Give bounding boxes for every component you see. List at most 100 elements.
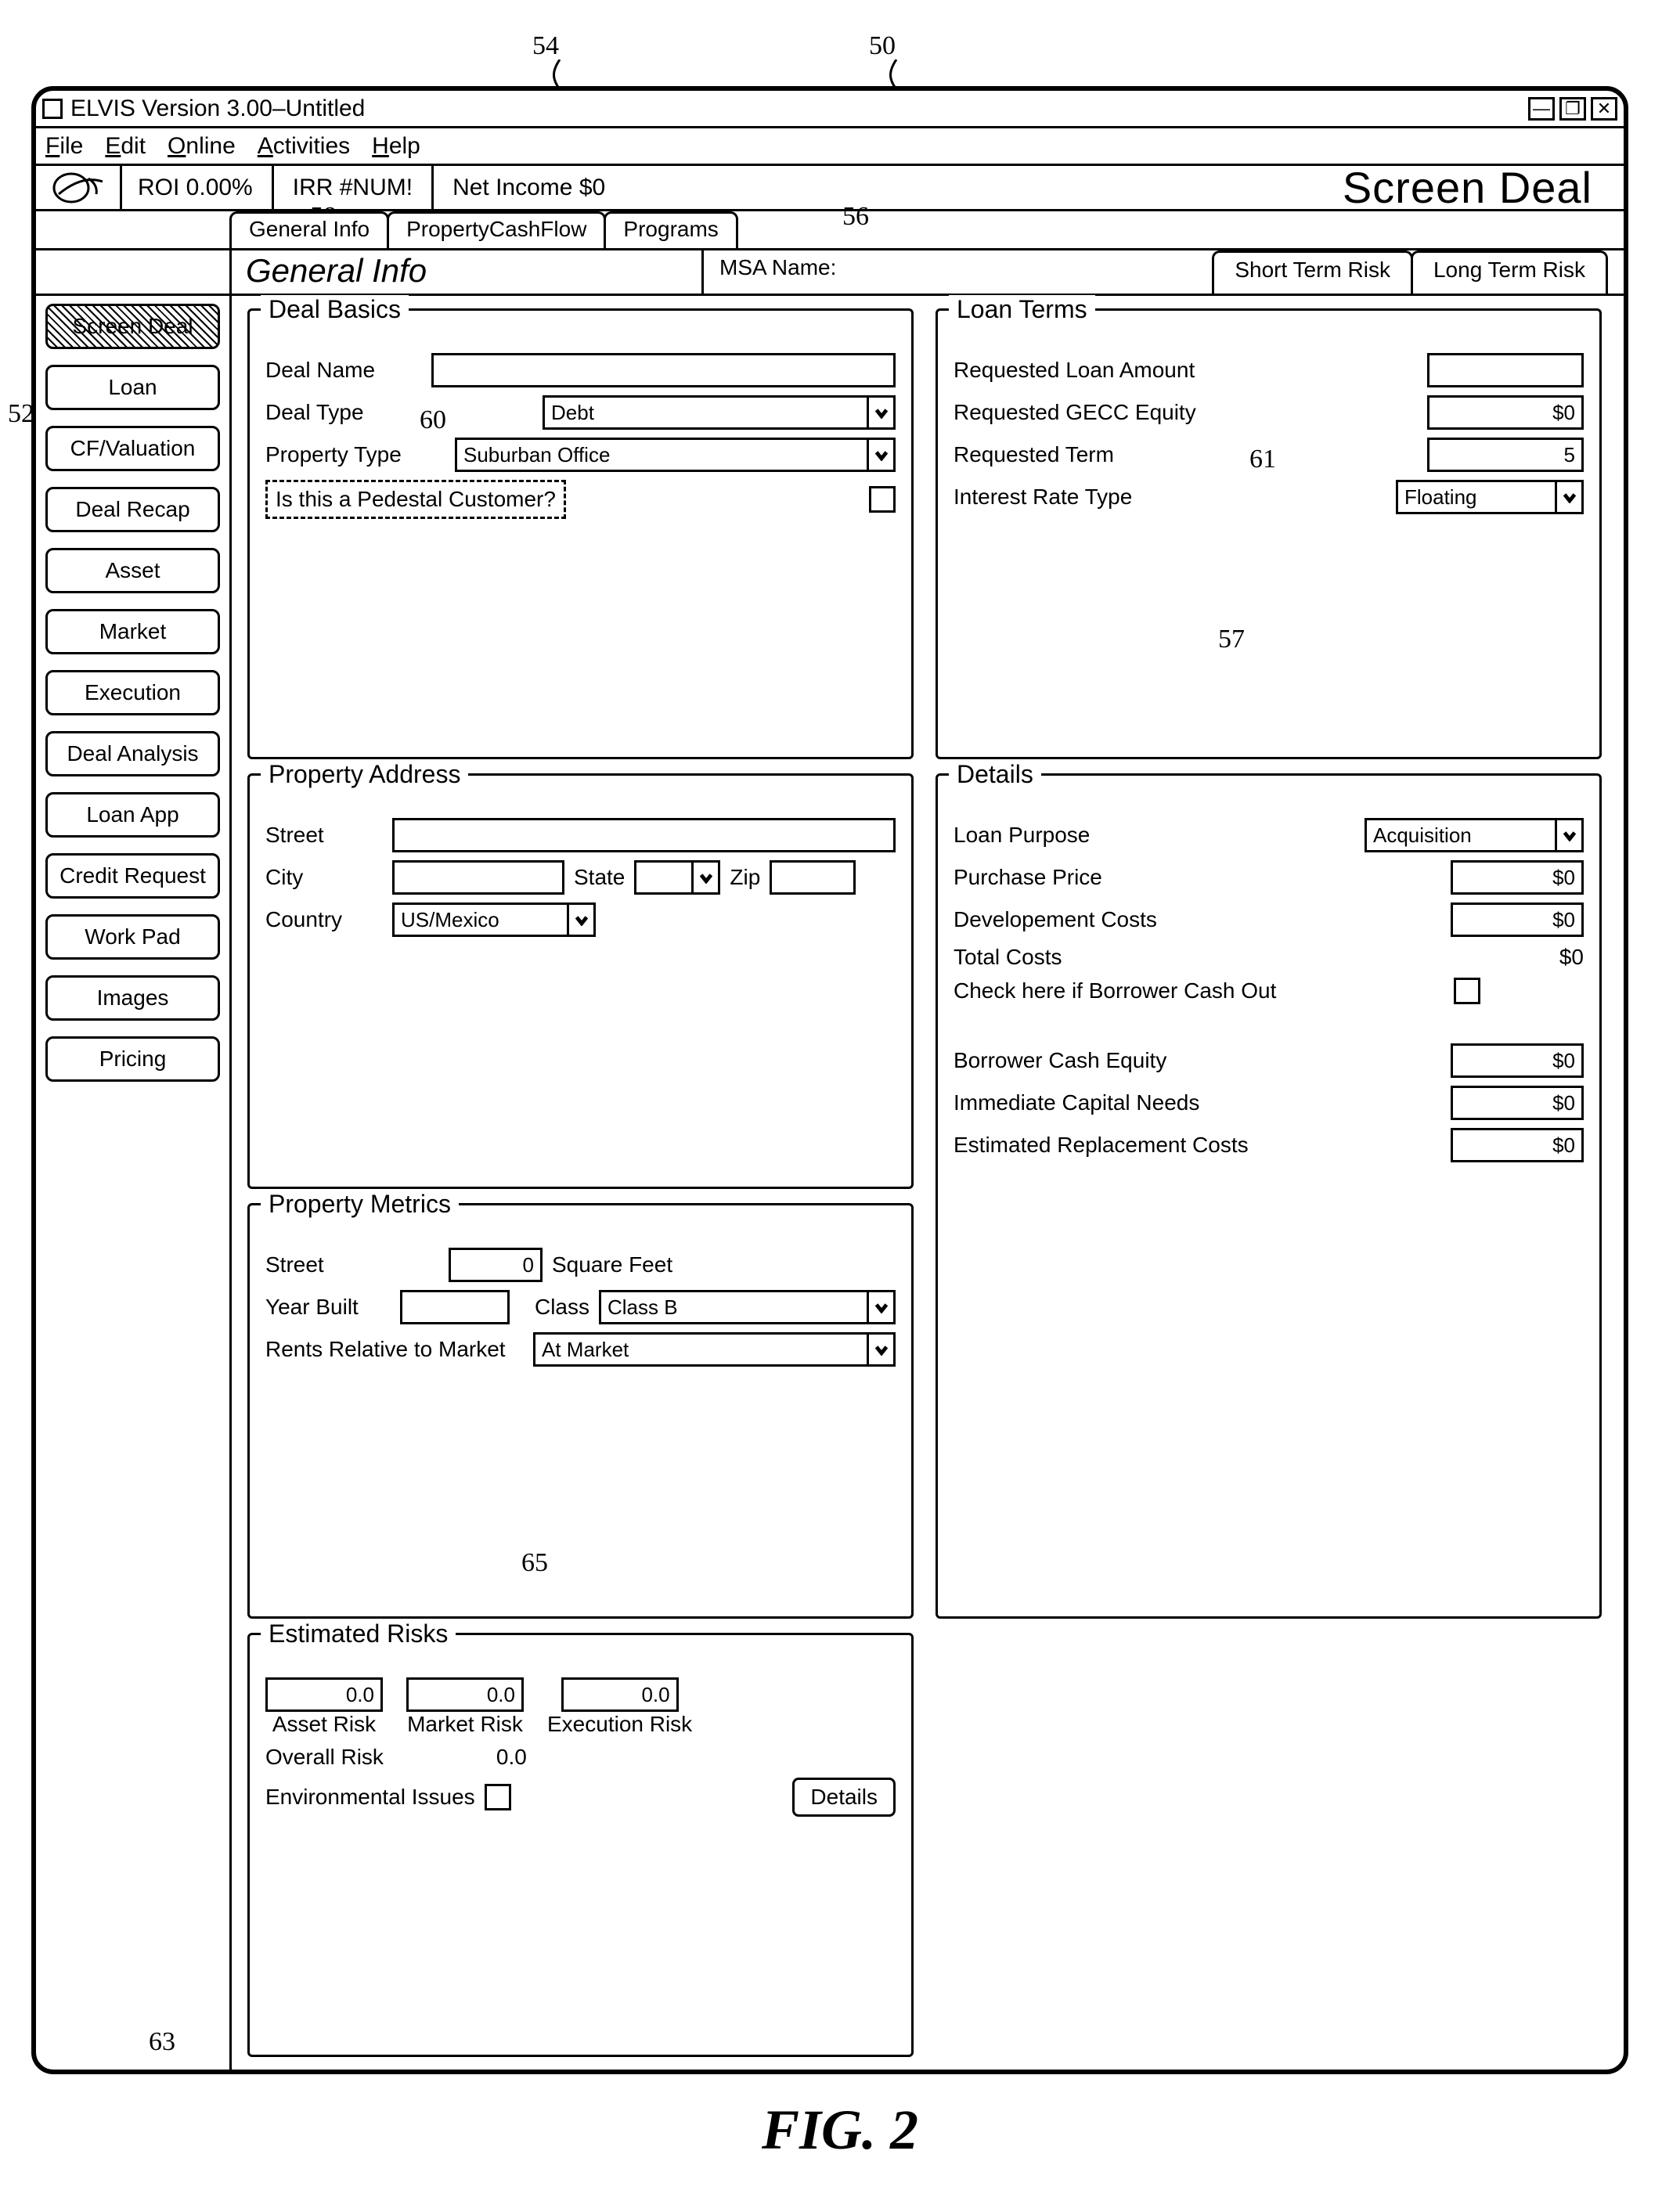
close-icon[interactable]: ✕ (1591, 97, 1617, 121)
input-sqft[interactable]: 0 (449, 1248, 543, 1282)
sidebar: Screen Deal Loan CF/Valuation Deal Recap… (36, 296, 232, 2070)
callout-61: 61 (1249, 445, 1276, 474)
input-req-loan-amount[interactable] (1427, 353, 1584, 387)
nav-cf-valuation[interactable]: CF/Valuation (45, 426, 220, 471)
input-asset-risk[interactable]: 0.0 (265, 1677, 383, 1712)
select-deal-type[interactable]: Debt (543, 395, 896, 430)
input-req-term[interactable]: 5 (1427, 438, 1584, 472)
menu-help[interactable]: Help (372, 133, 420, 160)
input-zip[interactable] (770, 860, 856, 895)
minimize-icon[interactable]: — (1528, 97, 1555, 121)
tab-general-info[interactable]: General Info (229, 211, 389, 248)
figure-caption: FIG. 2 (31, 2098, 1649, 2163)
select-class[interactable]: Class B (599, 1290, 896, 1324)
label-interest-rate-type: Interest Rate Type (954, 485, 1386, 510)
callout-52: 52 (8, 399, 34, 429)
nav-deal-recap[interactable]: Deal Recap (45, 487, 220, 532)
label-req-term: Requested Term (954, 442, 1418, 467)
input-year-built[interactable] (400, 1290, 510, 1324)
label-overall-risk: Overall Risk (265, 1745, 384, 1770)
label-city: City (265, 865, 383, 890)
label-total-costs: Total Costs (954, 945, 1441, 970)
label-market-risk: Market Risk (407, 1712, 523, 1737)
callout-54: 54 (532, 31, 559, 61)
input-market-risk[interactable]: 0.0 (406, 1677, 524, 1712)
label-cashout: Check here if Borrower Cash Out (954, 978, 1444, 1003)
tab-row: General Info PropertyCashFlow Programs (36, 211, 1624, 250)
panel-loan-terms: Loan Terms Requested Loan Amount Request… (936, 308, 1602, 759)
label-est-replacement-costs: Estimated Replacement Costs (954, 1133, 1441, 1158)
legend-loan-terms: Loan Terms (949, 295, 1095, 324)
input-dev-costs[interactable]: $0 (1451, 902, 1584, 937)
chevron-down-icon (867, 440, 893, 470)
page-title: Screen Deal (1343, 162, 1624, 213)
content-area: Deal Basics Deal Name Deal Type Debt Pro… (232, 296, 1624, 2070)
input-borrower-cash-equity[interactable]: $0 (1451, 1043, 1584, 1078)
label-year-built: Year Built (265, 1295, 391, 1320)
menubar: File Edit Online Activities Help (36, 128, 1624, 166)
label-purchase-price: Purchase Price (954, 865, 1441, 890)
menu-activities[interactable]: Activities (258, 133, 350, 160)
input-execution-risk[interactable]: 0.0 (561, 1677, 679, 1712)
nav-execution[interactable]: Execution (45, 670, 220, 715)
label-sqft: Square Feet (552, 1252, 672, 1277)
nav-pricing[interactable]: Pricing (45, 1036, 220, 1082)
callout-57: 57 (1218, 625, 1245, 654)
app-window: ELVIS Version 3.00–Untitled — ❐ ✕ File E… (31, 86, 1628, 2074)
select-property-type[interactable]: Suburban Office (455, 438, 896, 472)
label-loan-purpose: Loan Purpose (954, 823, 1355, 848)
nav-loan-app[interactable]: Loan App (45, 792, 220, 838)
status-roi: ROI 0.00% (122, 166, 272, 209)
menu-file[interactable]: File (45, 133, 83, 160)
nav-work-pad[interactable]: Work Pad (45, 914, 220, 960)
label-deal-name: Deal Name (265, 358, 422, 383)
nav-screen-deal[interactable]: Screen Deal (45, 304, 220, 349)
input-street[interactable] (392, 818, 896, 852)
label-metrics-street: Street (265, 1252, 383, 1277)
label-dev-costs: Developement Costs (954, 907, 1441, 932)
value-overall-risk: 0.0 (496, 1745, 527, 1770)
maximize-icon[interactable]: ❐ (1559, 97, 1586, 121)
tab-short-term-risk[interactable]: Short Term Risk (1212, 250, 1413, 294)
label-class: Class (519, 1295, 589, 1320)
chevron-down-icon (867, 1335, 893, 1364)
tab-property-cashflow[interactable]: PropertyCashFlow (387, 211, 606, 248)
window-title: ELVIS Version 3.00–Untitled (70, 95, 365, 122)
nav-market[interactable]: Market (45, 609, 220, 654)
titlebar: ELVIS Version 3.00–Untitled — ❐ ✕ (36, 91, 1624, 128)
select-interest-rate-type[interactable]: Floating (1396, 480, 1584, 514)
checkbox-env-issues[interactable] (485, 1784, 511, 1810)
nav-images[interactable]: Images (45, 975, 220, 1021)
nav-loan[interactable]: Loan (45, 365, 220, 410)
checkbox-pedestal[interactable] (869, 486, 896, 513)
select-state[interactable] (634, 860, 720, 895)
tab-programs[interactable]: Programs (604, 211, 737, 248)
input-city[interactable] (392, 860, 564, 895)
section-title: General Info (232, 250, 701, 294)
legend-estimated-risks: Estimated Risks (261, 1619, 456, 1648)
legend-property-address: Property Address (261, 760, 468, 789)
nav-asset[interactable]: Asset (45, 548, 220, 593)
nav-deal-analysis[interactable]: Deal Analysis (45, 731, 220, 776)
input-est-replacement-costs[interactable]: $0 (1451, 1128, 1584, 1162)
label-env-issues: Environmental Issues (265, 1785, 475, 1810)
input-req-gecc-equity[interactable]: $0 (1427, 395, 1584, 430)
tab-long-term-risk[interactable]: Long Term Risk (1411, 250, 1608, 294)
menu-online[interactable]: Online (168, 133, 236, 160)
chevron-down-icon (691, 863, 718, 892)
details-button[interactable]: Details (792, 1778, 896, 1817)
checkbox-cashout[interactable] (1454, 978, 1480, 1004)
chevron-down-icon (567, 905, 593, 935)
input-immediate-capital-needs[interactable]: $0 (1451, 1086, 1584, 1120)
chevron-down-icon (1555, 820, 1581, 850)
chevron-down-icon (1555, 482, 1581, 512)
select-rents[interactable]: At Market (533, 1332, 896, 1367)
select-country[interactable]: US/Mexico (392, 902, 596, 937)
legend-details: Details (949, 760, 1041, 789)
select-loan-purpose[interactable]: Acquisition (1365, 818, 1584, 852)
nav-credit-request[interactable]: Credit Request (45, 853, 220, 899)
input-deal-name[interactable] (431, 353, 896, 387)
menu-edit[interactable]: Edit (105, 133, 146, 160)
input-purchase-price[interactable]: $0 (1451, 860, 1584, 895)
label-zip: Zip (730, 865, 760, 890)
